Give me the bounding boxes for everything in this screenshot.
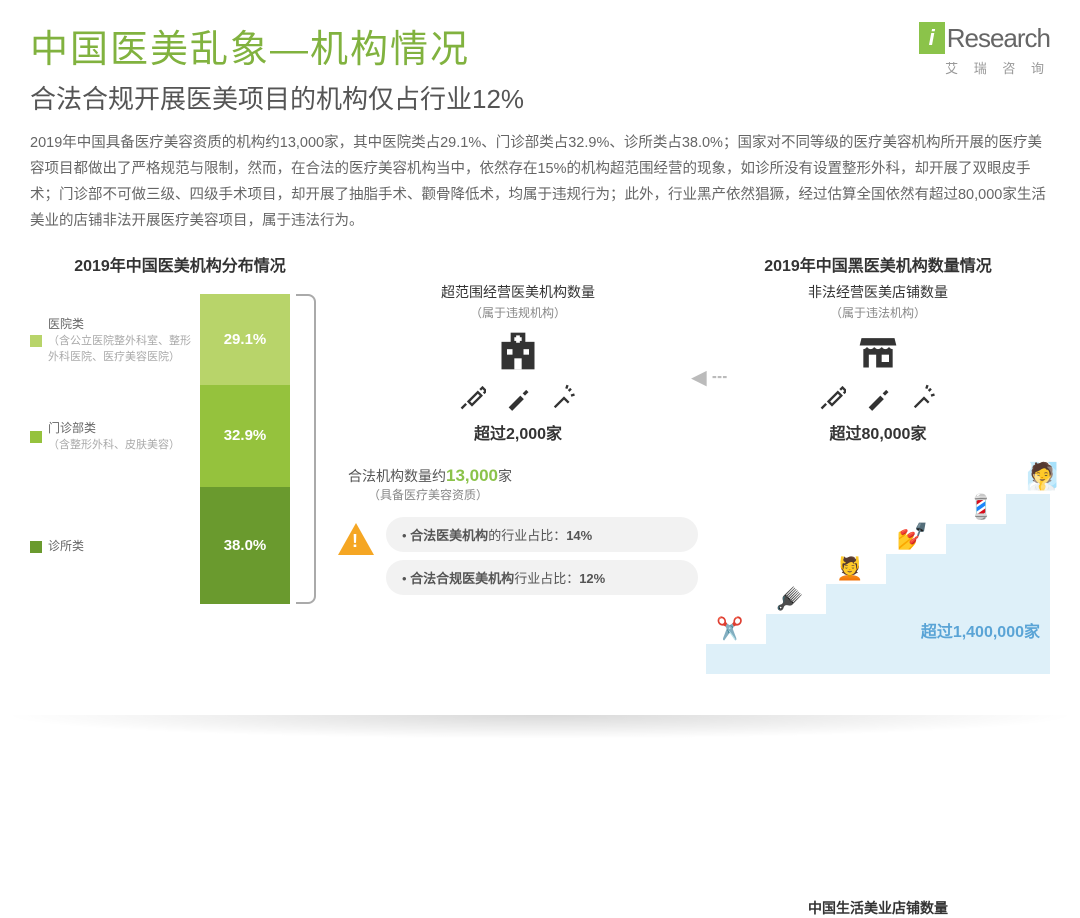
- bracket-icon: [296, 294, 316, 604]
- legend-item: 门诊部类 （含整形外科、皮肤美容）: [30, 385, 200, 487]
- bar-segment: 38.0%: [200, 487, 290, 605]
- logo-text: Research: [947, 23, 1050, 54]
- stacked-bar-chart: 2019年中国医美机构分布情况 医院类 （含公立医院整外科室、整形外科医院、医疗…: [30, 252, 330, 918]
- warning-icon: [338, 523, 374, 555]
- legal-line-a: 合法机构数量约: [348, 468, 446, 484]
- syringe-icon: [818, 384, 846, 412]
- scalpel-icon: [864, 384, 892, 412]
- over-range-sub: （属于违规机构）: [338, 304, 698, 321]
- bar-segment: 32.9%: [200, 385, 290, 487]
- nail-icon: 💅: [896, 521, 928, 552]
- bar-segment: 29.1%: [200, 294, 290, 384]
- legend-item: 医院类 （含公立医院整外科室、整形外科医院、医疗美容医院）: [30, 294, 200, 384]
- arrow-left-icon: ◄┄: [686, 362, 727, 393]
- iresearch-logo: i Research 艾 瑞 咨 询: [919, 22, 1050, 77]
- logo-subtitle: 艾 瑞 咨 询: [919, 58, 1050, 77]
- stairs-chart: ✂️ 🪮 💆 💅 💈 🧖 超过1,400,000家: [706, 454, 1050, 674]
- over-range-title: 超范围经营医美机构数量: [338, 282, 698, 302]
- bullet-1: • 合法医美机构的行业占比：14%: [386, 517, 698, 552]
- syringe-icon: [458, 384, 486, 412]
- shop-icon: [856, 329, 900, 373]
- scalpel-icon: [504, 384, 532, 412]
- right-info-block: 2019年中国黑医美机构数量情况 ◄┄ 非法经营医美店铺数量 （属于违法机构） …: [706, 252, 1050, 918]
- logo-i-icon: i: [919, 22, 945, 54]
- hospital-icon: [496, 329, 540, 373]
- comb-icon: 🪮: [776, 586, 803, 612]
- left-chart-title: 2019年中国医美机构分布情况: [30, 252, 330, 276]
- laser-icon: [910, 384, 938, 412]
- scissors-icon: ✂️: [716, 616, 743, 642]
- laser-icon: [550, 384, 578, 412]
- bullet-2: • 合法合规医美机构行业占比：12%: [386, 560, 698, 595]
- illegal-sub: （属于违法机构）: [706, 304, 1050, 321]
- stairs-count: 超过1,400,000家: [921, 618, 1040, 642]
- body-paragraph: 2019年中国具备医疗美容资质的机构约13,000家，其中医院类占29.1%、门…: [30, 130, 1050, 234]
- illegal-title: 非法经营医美店铺数量: [706, 282, 1050, 302]
- bottom-shadow: [0, 715, 1080, 739]
- stairs-title: 中国生活美业店铺数量: [706, 898, 1050, 918]
- right-section-title: 2019年中国黑医美机构数量情况: [706, 252, 1050, 276]
- spa-icon: 🧖: [1026, 461, 1058, 492]
- page-title: 中国医美乱象—机构情况: [30, 18, 1050, 73]
- page-subtitle: 合法合规开展医美项目的机构仅占行业12%: [30, 79, 1050, 116]
- barber-icon: 💈: [966, 493, 996, 522]
- legend-item: 诊所类: [30, 487, 200, 605]
- over-range-count: 超过2,000家: [338, 420, 698, 444]
- legal-count-number: 13,000: [446, 466, 498, 485]
- mid-info-block: 超范围经营医美机构数量 （属于违规机构） 超过2,000家 合法机构数量约13,…: [338, 252, 698, 918]
- illegal-count: 超过80,000家: [706, 420, 1050, 444]
- massage-icon: 💆: [836, 556, 863, 582]
- legal-sub: （具备医疗美容资质）: [348, 486, 698, 503]
- legal-line-b: 家: [498, 468, 512, 484]
